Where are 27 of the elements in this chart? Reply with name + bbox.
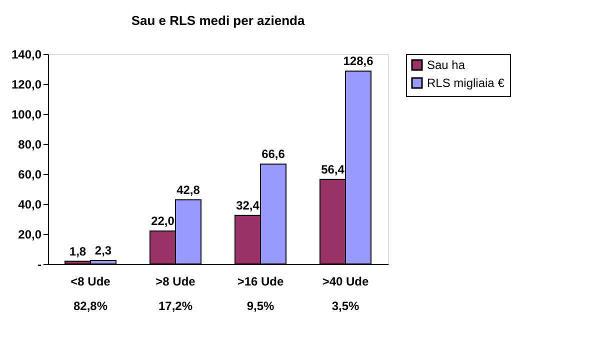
- data-label: 128,6: [343, 54, 374, 68]
- y-tick-label: 20,0: [18, 228, 42, 242]
- legend-label: RLS migliaia €: [427, 76, 505, 90]
- text: 82,8%: [73, 299, 108, 313]
- x-tick-label: >16 Ude: [237, 274, 284, 288]
- x-tick-label: <8 Ude: [70, 274, 111, 288]
- x-tick-label: >8 Ude: [156, 274, 196, 288]
- text: 17,2%: [158, 299, 193, 313]
- text: 3,5%: [332, 299, 360, 313]
- legend-label: Sau ha: [427, 58, 466, 72]
- chart-title: Sau e RLS medi per azienda: [131, 13, 306, 28]
- data-label: 42,8: [176, 182, 200, 197]
- x-tick-label: >40 Ude: [322, 274, 370, 288]
- y-tick-label: 100,0: [11, 108, 42, 122]
- y-tick-label: 140,0: [11, 48, 42, 62]
- data-label: 32,4: [236, 198, 260, 212]
- data-label: 1,8: [69, 244, 86, 258]
- y-tick-label: 60,0: [18, 168, 42, 182]
- y-tick-label: 80,0: [18, 138, 42, 152]
- y-tick-label: 120,0: [11, 78, 42, 92]
- data-label: 56,4: [321, 162, 345, 176]
- data-label: 2,3: [94, 244, 112, 258]
- y-tick-label: 40,0: [18, 198, 42, 212]
- data-label: 66,6: [262, 147, 286, 162]
- data-label: 22,0: [151, 214, 175, 228]
- text: 9,5%: [246, 299, 274, 313]
- y-tick-label: -: [38, 258, 42, 272]
